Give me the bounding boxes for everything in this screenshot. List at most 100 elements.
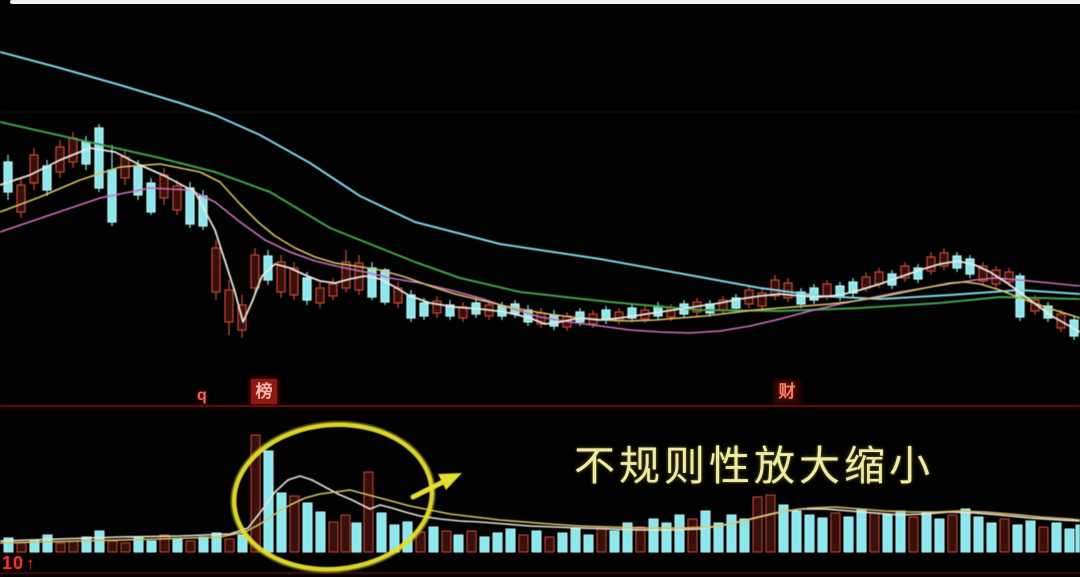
annotation-note-text: 不规则性放大缩小: [574, 443, 934, 489]
candle-body: [276, 261, 286, 293]
candle-body: [757, 292, 767, 307]
candle-body: [913, 267, 923, 280]
volume-bar: [544, 536, 555, 553]
volume-bar: [856, 508, 867, 553]
candle-body: [302, 277, 312, 301]
candle-body: [3, 161, 13, 193]
volume-bar: [479, 536, 490, 553]
candle-body: [211, 247, 221, 293]
annotation-arrow-shaft: [410, 479, 446, 500]
candle-body: [16, 184, 26, 213]
volume-bar: [895, 510, 906, 553]
volume-bar: [869, 512, 880, 553]
volume-bar: [1075, 524, 1080, 553]
volume-bar: [557, 532, 568, 553]
volume-bar: [172, 538, 183, 553]
volume-bar: [986, 522, 997, 553]
volume-bar: [211, 532, 222, 553]
volume-bar: [376, 512, 387, 553]
volume-bar: [68, 540, 79, 553]
candle-body: [1043, 305, 1053, 319]
candle-body: [939, 252, 949, 267]
candle-body: [42, 165, 52, 191]
volume-bar: [328, 521, 339, 553]
volume-bar: [441, 530, 452, 553]
volume-bar: [804, 514, 815, 553]
volume-bar: [55, 542, 66, 553]
volume-bar: [583, 534, 594, 553]
volume-bar: [635, 526, 646, 553]
candle-body: [380, 269, 390, 303]
candle-body: [978, 265, 988, 282]
candle-body: [627, 307, 637, 319]
ma-green: [0, 121, 1080, 312]
candle-body: [29, 154, 39, 184]
volume-bar: [250, 434, 261, 553]
candle-body: [861, 276, 871, 289]
volume-bar: [921, 512, 932, 553]
volume-bar: [934, 518, 945, 553]
candle-body: [172, 185, 182, 211]
candle-body: [1004, 271, 1014, 283]
divider-marker-cai: 财: [775, 381, 799, 403]
volume-bar: [882, 514, 893, 553]
candle-body: [926, 256, 936, 272]
volume-bar: [428, 526, 439, 553]
volume-bar: [817, 517, 828, 553]
candle-body: [68, 137, 78, 163]
volume-bar: [622, 522, 633, 553]
volume-bar: [713, 522, 724, 553]
volume-bar: [999, 518, 1010, 553]
candle-body: [328, 283, 338, 297]
candle-body: [159, 174, 169, 199]
volume-bar: [1051, 522, 1062, 553]
candle-body: [900, 265, 910, 279]
volume-bar: [492, 532, 503, 553]
volume-bar: [596, 526, 607, 553]
volume-bar: [830, 512, 841, 553]
candle-body: [94, 127, 104, 189]
volume-bar: [466, 530, 477, 553]
volume-bar: [185, 540, 196, 553]
candle-body: [250, 254, 260, 289]
volume-bar: [289, 495, 300, 553]
vol-ma-yellow: [0, 489, 1080, 544]
candle-body: [770, 279, 780, 297]
divider-marker-q: q: [197, 387, 207, 404]
volume-bar: [340, 514, 351, 553]
ma-cyan-long: [0, 51, 1080, 300]
volume-bar: [973, 516, 984, 553]
volume-bar: [609, 530, 620, 553]
volume-scale-label: 10 ↑: [2, 553, 36, 574]
volume-bar: [16, 542, 27, 553]
volume-bar: [351, 522, 362, 553]
candle-body: [432, 300, 442, 314]
volume-bar: [908, 516, 919, 553]
volume-bar: [778, 504, 789, 553]
candle-body: [731, 297, 741, 309]
volume-bar: [1025, 520, 1036, 553]
divider-marker-bang: 榜: [251, 379, 277, 404]
volume-bar: [302, 502, 313, 553]
candle-body: [185, 187, 195, 225]
ma-yellow: [0, 163, 1080, 322]
candle-body: [146, 182, 156, 213]
volume-bar: [648, 518, 659, 553]
candle-body: [822, 283, 832, 297]
candle-body: [263, 255, 273, 281]
volume-bar: [518, 534, 529, 553]
candle-body: [224, 289, 234, 323]
volume-bar: [505, 528, 516, 553]
vol-ma-white: [0, 475, 1080, 542]
volume-bar: [1038, 526, 1049, 553]
candle-body: [81, 141, 91, 165]
volume-bar: [661, 522, 672, 553]
volume-bar: [726, 514, 737, 553]
window-top-strip: [10, 0, 1080, 4]
volume-bar: [415, 531, 426, 553]
volume-bar: [3, 537, 14, 553]
volume-bar: [159, 534, 170, 553]
candle-body: [406, 294, 416, 319]
ma-white: [0, 147, 1080, 333]
